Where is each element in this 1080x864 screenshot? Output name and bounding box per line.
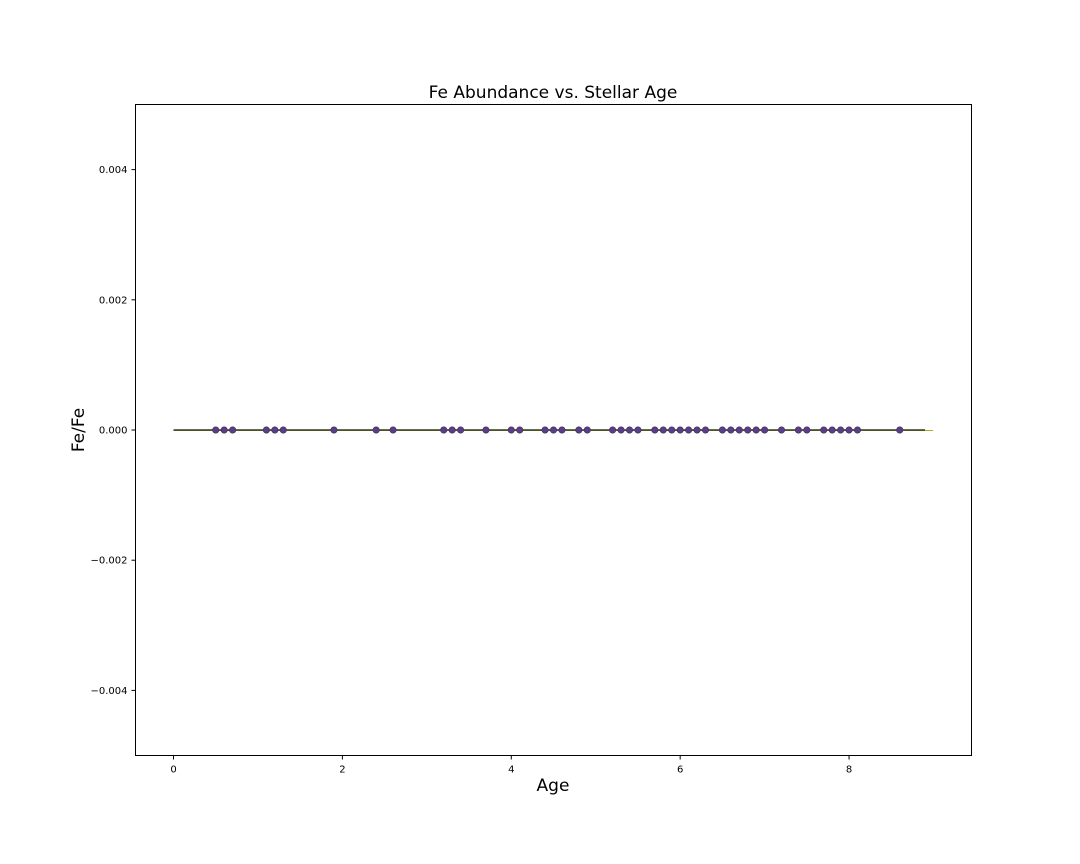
data-point <box>448 426 456 434</box>
data-point <box>507 426 515 434</box>
data-point <box>735 426 743 434</box>
data-point <box>617 426 625 434</box>
data-point <box>279 426 287 434</box>
data-point <box>440 426 448 434</box>
x-tick-label: 2 <box>339 765 345 776</box>
data-point <box>558 426 566 434</box>
x-tick-label: 8 <box>846 765 852 776</box>
y-tick-label: −0.002 <box>90 556 127 567</box>
x-axis: 0 2 4 6 8 <box>170 755 852 776</box>
data-point <box>583 426 591 434</box>
data-point <box>701 426 709 434</box>
y-tick-label: 0.000 <box>99 426 128 437</box>
data-point <box>744 426 752 434</box>
y-axis-label: Fe/Fe <box>69 408 89 452</box>
data-point <box>761 426 769 434</box>
data-point <box>549 426 557 434</box>
data-point <box>845 426 853 434</box>
data-point <box>625 426 633 434</box>
x-tick-label: 4 <box>508 765 514 776</box>
data-point <box>457 426 465 434</box>
data-point <box>803 426 811 434</box>
x-tick-label: 6 <box>677 765 683 776</box>
data-point <box>727 426 735 434</box>
data-point <box>820 426 828 434</box>
data-point <box>609 426 617 434</box>
data-point <box>541 426 549 434</box>
x-tick-label: 0 <box>170 765 176 776</box>
data-point <box>229 426 237 434</box>
data-point <box>372 426 380 434</box>
data-point <box>718 426 726 434</box>
data-point <box>828 426 836 434</box>
data-point <box>693 426 701 434</box>
data-point <box>777 426 785 434</box>
data-point <box>220 426 228 434</box>
data-point <box>853 426 861 434</box>
y-tick-label: 0.004 <box>99 165 128 176</box>
data-point <box>482 426 490 434</box>
data-point <box>685 426 693 434</box>
data-point <box>575 426 583 434</box>
y-axis: −0.004 −0.002 0.000 0.002 0.004 <box>90 165 136 697</box>
data-point <box>668 426 676 434</box>
data-point <box>212 426 220 434</box>
chart-title: Fe Abundance vs. Stellar Age <box>429 83 678 103</box>
data-point <box>651 426 659 434</box>
x-axis-label: Age <box>537 776 570 796</box>
data-point <box>752 426 760 434</box>
data-point <box>896 426 904 434</box>
y-tick-label: −0.004 <box>90 686 127 697</box>
data-point <box>262 426 270 434</box>
y-tick-label: 0.002 <box>99 295 128 306</box>
data-point <box>271 426 279 434</box>
data-point <box>634 426 642 434</box>
data-points <box>212 426 904 434</box>
data-point <box>330 426 338 434</box>
data-point <box>837 426 845 434</box>
data-point <box>794 426 802 434</box>
data-point <box>659 426 667 434</box>
data-point <box>676 426 684 434</box>
data-point <box>389 426 397 434</box>
data-point <box>516 426 524 434</box>
